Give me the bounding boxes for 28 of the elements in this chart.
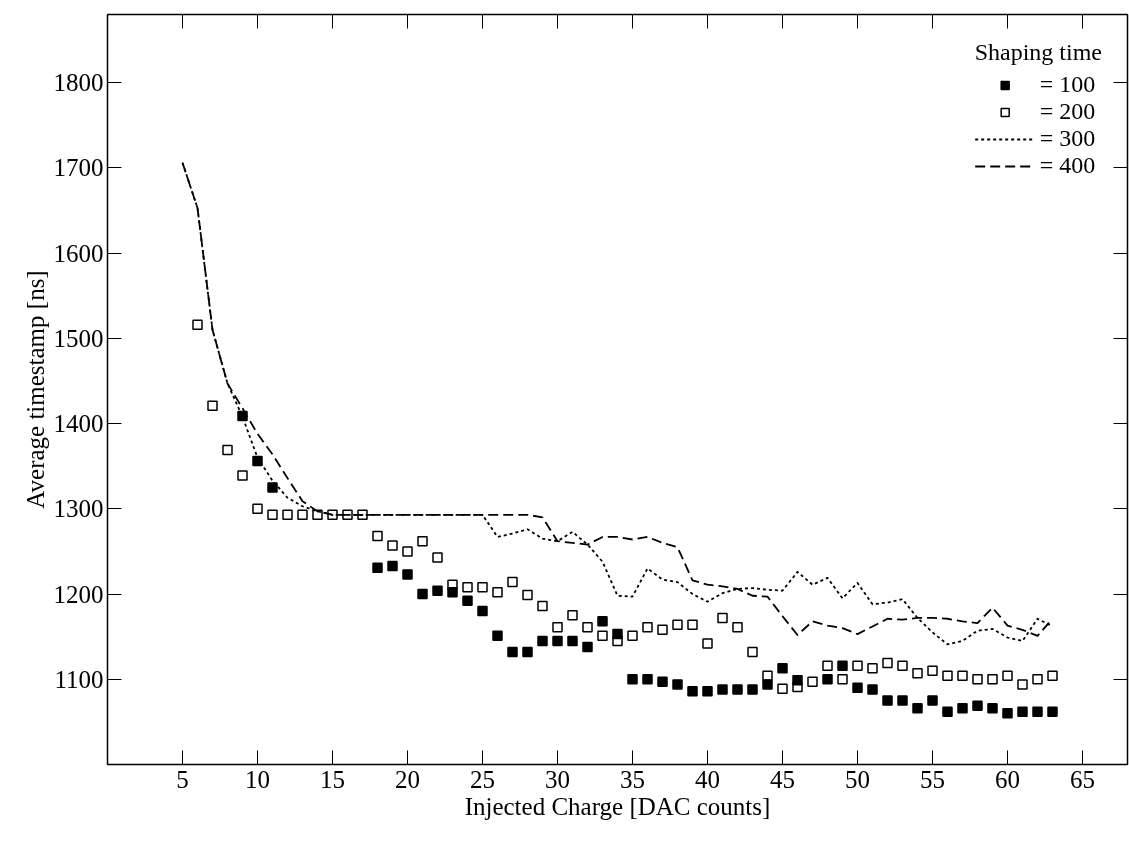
- x-tick-label: 10: [245, 765, 270, 793]
- y-tick-label: 1500: [53, 324, 104, 352]
- x-tick-label: 65: [1070, 765, 1095, 793]
- x-tick-label: 30: [545, 765, 570, 793]
- x-tick-label: 20: [395, 765, 420, 793]
- y-tick-label: 1700: [53, 154, 104, 182]
- y-tick-label: 1400: [53, 410, 104, 438]
- x-tick-label: 25: [470, 765, 495, 793]
- y-tick-label: 1800: [53, 69, 104, 97]
- y-axis-title: Average timestamp [ns]: [21, 270, 49, 509]
- x-tick-label: 15: [320, 765, 345, 793]
- legend-label: = 400: [1039, 152, 1096, 179]
- x-axis-title: Injected Charge [DAC counts]: [464, 792, 771, 820]
- legend-label: = 200: [1039, 98, 1096, 125]
- y-tick-label: 1100: [54, 665, 104, 693]
- x-tick-label: 45: [770, 765, 795, 793]
- x-tick-label: 35: [620, 765, 645, 793]
- x-tick-label: 50: [845, 765, 870, 793]
- legend-label: = 100: [1039, 71, 1096, 98]
- y-tick-label: 1600: [53, 239, 104, 267]
- x-tick-label: 40: [695, 765, 720, 793]
- legend-label: = 300: [1039, 125, 1096, 152]
- y-tick-label: 1200: [53, 580, 104, 608]
- y-tick-label: 1300: [53, 495, 104, 523]
- x-tick-label: 55: [920, 765, 945, 793]
- x-tick-label: 60: [995, 765, 1020, 793]
- legend-title: Shaping time: [974, 39, 1102, 66]
- x-tick-label: 5: [176, 765, 189, 793]
